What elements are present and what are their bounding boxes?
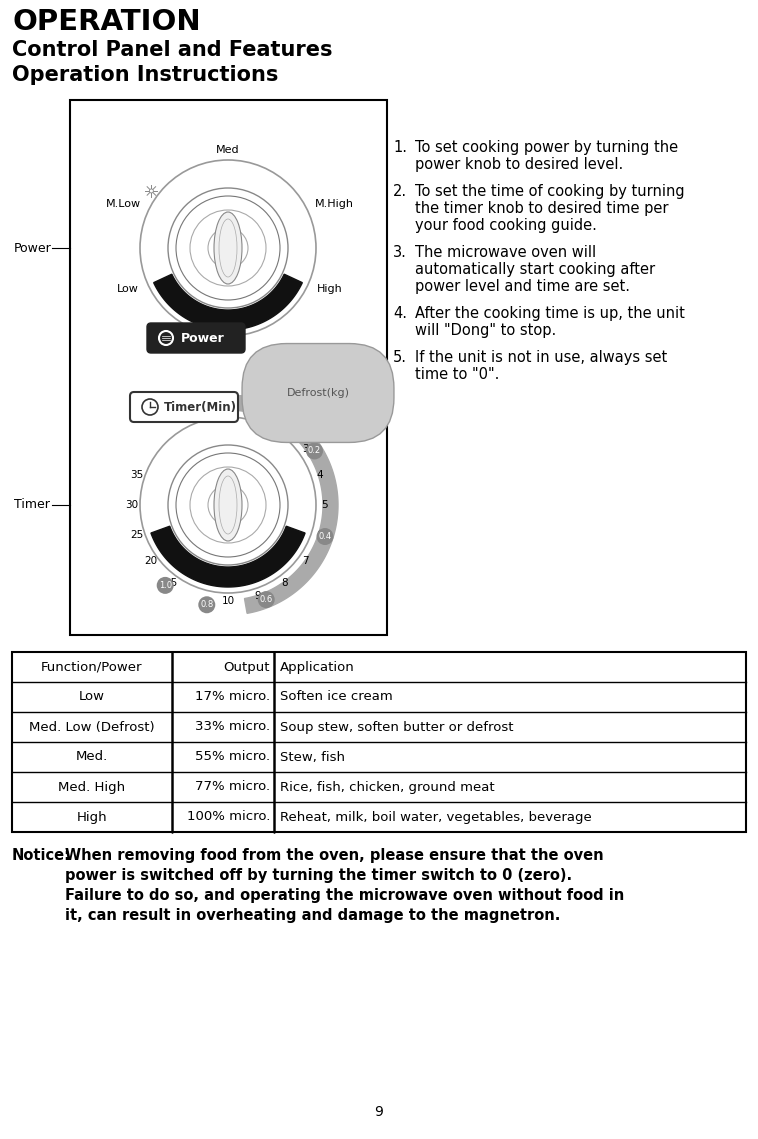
Bar [12, 652, 746, 831]
Text: it, can result in overheating and damage to the magnetron.: it, can result in overheating and damage… [65, 908, 560, 923]
Text: 8: 8 [281, 577, 288, 588]
Text: 9: 9 [374, 1105, 384, 1118]
Text: Med. Low (Defrost): Med. Low (Defrost) [30, 721, 155, 734]
Text: Notice:: Notice: [12, 849, 71, 863]
Text: 25: 25 [130, 530, 143, 540]
Text: Function/Power: Function/Power [41, 661, 143, 673]
Text: Power: Power [14, 241, 52, 254]
Text: 0.2: 0.2 [308, 446, 321, 456]
Text: will "Dong" to stop.: will "Dong" to stop. [415, 323, 556, 338]
Text: the timer knob to desired time per: the timer knob to desired time per [415, 200, 669, 216]
Text: Application: Application [280, 661, 355, 673]
Text: 1: 1 [255, 409, 261, 419]
Text: 55% micro.: 55% micro. [195, 751, 270, 763]
Text: 2.: 2. [393, 185, 407, 199]
Text: M.High: M.High [315, 198, 354, 208]
Text: your food cooking guide.: your food cooking guide. [415, 218, 597, 233]
Bar [70, 100, 387, 636]
Text: 17% micro.: 17% micro. [195, 690, 270, 704]
Text: 9: 9 [255, 591, 261, 601]
Text: Med. High: Med. High [58, 780, 126, 794]
Circle shape [220, 395, 236, 411]
Text: power knob to desired level.: power knob to desired level. [415, 157, 623, 172]
Text: Timer(Min): Timer(Min) [164, 401, 237, 413]
Text: Med.: Med. [76, 751, 108, 763]
Circle shape [317, 528, 334, 546]
Text: 15: 15 [165, 577, 178, 588]
Text: 0.6: 0.6 [259, 595, 273, 604]
Text: 5: 5 [321, 500, 327, 510]
Text: Rice, fish, chicken, ground meat: Rice, fish, chicken, ground meat [280, 780, 495, 794]
Polygon shape [218, 395, 338, 613]
Text: Med: Med [216, 145, 240, 155]
Text: Control Panel and Features: Control Panel and Features [12, 40, 333, 60]
Text: If the unit is not in use, always set: If the unit is not in use, always set [415, 350, 667, 364]
Text: power is switched off by turning the timer switch to 0 (zero).: power is switched off by turning the tim… [65, 868, 572, 883]
Text: 100% micro.: 100% micro. [186, 811, 270, 823]
Text: 1.0: 1.0 [158, 581, 172, 590]
Text: Timer: Timer [14, 499, 50, 511]
Text: 3.: 3. [393, 245, 407, 260]
FancyBboxPatch shape [130, 392, 238, 423]
Text: 0.8: 0.8 [200, 600, 214, 609]
Text: 3: 3 [302, 443, 309, 453]
Text: To set cooking power by turning the: To set cooking power by turning the [415, 140, 678, 155]
Polygon shape [151, 526, 305, 587]
Circle shape [306, 442, 323, 459]
Text: 4: 4 [316, 470, 323, 481]
Text: 77% micro.: 77% micro. [195, 780, 270, 794]
Text: High: High [317, 285, 343, 294]
Text: 0: 0 [225, 398, 231, 408]
Text: Soften ice cream: Soften ice cream [280, 690, 393, 704]
Text: 10: 10 [221, 596, 234, 606]
Text: 7: 7 [302, 557, 309, 566]
Polygon shape [222, 166, 233, 186]
Text: 5.: 5. [393, 350, 407, 364]
Text: 4.: 4. [393, 306, 407, 321]
Text: Power: Power [181, 331, 225, 344]
Text: The microwave oven will: The microwave oven will [415, 245, 596, 260]
Circle shape [157, 576, 174, 593]
Text: Defrost(kg): Defrost(kg) [287, 388, 349, 398]
Text: High: High [77, 811, 108, 823]
Text: Low: Low [79, 690, 105, 704]
FancyBboxPatch shape [147, 323, 245, 353]
Text: 30: 30 [125, 500, 139, 510]
Ellipse shape [214, 469, 242, 541]
Text: power level and time are set.: power level and time are set. [415, 279, 630, 294]
Text: Output: Output [224, 661, 270, 673]
Text: 20: 20 [144, 557, 157, 566]
Circle shape [199, 597, 215, 613]
Circle shape [258, 591, 274, 608]
Text: M.Low: M.Low [105, 198, 141, 208]
Circle shape [149, 189, 153, 192]
Text: After the cooking time is up, the unit: After the cooking time is up, the unit [415, 306, 685, 321]
Text: Stew, fish: Stew, fish [280, 751, 345, 763]
Text: When removing food from the oven, please ensure that the oven: When removing food from the oven, please… [65, 849, 603, 863]
Text: To set the time of cooking by turning: To set the time of cooking by turning [415, 185, 684, 199]
Text: 1.: 1. [393, 140, 407, 155]
Text: OPERATION: OPERATION [12, 8, 201, 36]
Text: Low: Low [117, 285, 139, 294]
Text: 6: 6 [316, 530, 323, 540]
Text: 2: 2 [281, 423, 288, 433]
Polygon shape [154, 274, 302, 330]
Ellipse shape [214, 212, 242, 284]
Text: automatically start cooking after: automatically start cooking after [415, 262, 655, 277]
Text: 0: 0 [225, 424, 231, 434]
Text: Failure to do so, and operating the microwave oven without food in: Failure to do so, and operating the micr… [65, 888, 625, 903]
Text: 33% micro.: 33% micro. [195, 721, 270, 734]
Text: 0.4: 0.4 [318, 532, 331, 541]
Text: 35: 35 [130, 470, 143, 481]
Text: Reheat, milk, boil water, vegetables, beverage: Reheat, milk, boil water, vegetables, be… [280, 811, 592, 823]
Text: Operation Instructions: Operation Instructions [12, 65, 278, 85]
Text: time to "0".: time to "0". [415, 367, 500, 382]
Text: Soup stew, soften butter or defrost: Soup stew, soften butter or defrost [280, 721, 513, 734]
